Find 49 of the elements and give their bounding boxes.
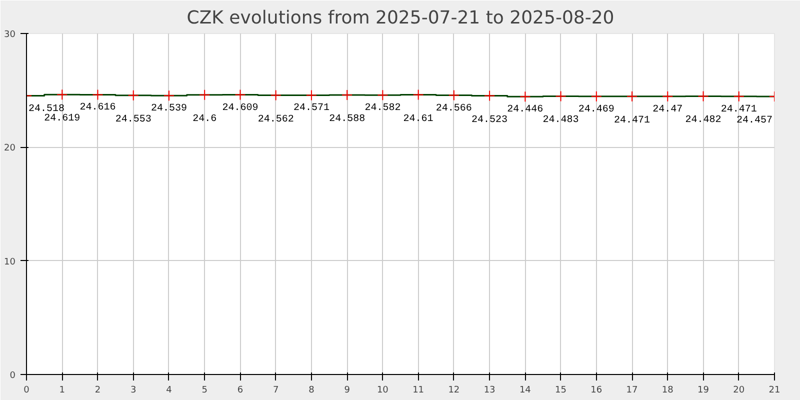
x-tick-label: 2 [94, 386, 101, 396]
data-label: 24.582 [364, 103, 401, 114]
data-label: 24.446 [507, 104, 544, 116]
y-tick-label: 30 [4, 30, 16, 40]
x-tick-label: 5 [202, 386, 208, 396]
data-label: 24.619 [44, 114, 80, 125]
x-tick-label: 7 [272, 386, 279, 396]
x-tick-label: 6 [237, 386, 244, 396]
data-label: 24.457 [736, 116, 773, 127]
data-label: 24.553 [115, 114, 152, 126]
data-label: 24.588 [329, 114, 366, 126]
data-label: 24.616 [80, 102, 116, 114]
x-tick-label: 0 [24, 386, 30, 396]
x-tick-label: 11 [412, 386, 424, 396]
x-tick-label: 19 [698, 386, 710, 396]
x-tick-label: 18 [662, 386, 674, 396]
data-label: 24.571 [293, 103, 330, 114]
data-label: 24.61 [403, 114, 434, 125]
data-label: 24.471 [720, 104, 757, 116]
x-tick-label: 21 [768, 386, 780, 396]
data-label: 24.471 [614, 115, 650, 126]
data-label: 24.483 [542, 115, 579, 126]
x-tick-label: 4 [166, 386, 172, 396]
y-tick-label: 0 [10, 371, 16, 381]
x-tick-label: 9 [344, 386, 350, 396]
data-label: 24.562 [258, 114, 294, 126]
data-label: 24.482 [685, 115, 722, 126]
y-tick-label: 10 [4, 257, 16, 268]
x-tick-label: 12 [448, 386, 460, 396]
data-label: 24.47 [652, 104, 683, 116]
x-tick-label: 13 [484, 386, 496, 396]
x-tick-label: 3 [130, 386, 136, 396]
data-label: 24.566 [436, 103, 472, 114]
x-tick-label: 16 [590, 386, 602, 396]
x-tick-label: 14 [519, 386, 532, 396]
x-tick-label: 10 [376, 386, 389, 396]
data-label: 24.6 [192, 114, 217, 125]
x-tick-label: 8 [308, 386, 315, 396]
data-label: 24.523 [472, 114, 508, 126]
data-label: 24.539 [150, 104, 187, 115]
x-tick-label: 20 [733, 386, 745, 396]
x-tick-label: 17 [626, 386, 638, 396]
x-tick-label: 15 [555, 386, 567, 396]
chart-title: CZK evolutions from 2025-07-21 to 2025-08-20 [186, 8, 614, 28]
data-label: 24.518 [28, 104, 65, 115]
data-label: 24.469 [578, 104, 614, 116]
data-label: 24.609 [222, 102, 258, 114]
y-tick-label: 20 [4, 144, 16, 154]
x-tick-label: 1 [59, 386, 65, 396]
